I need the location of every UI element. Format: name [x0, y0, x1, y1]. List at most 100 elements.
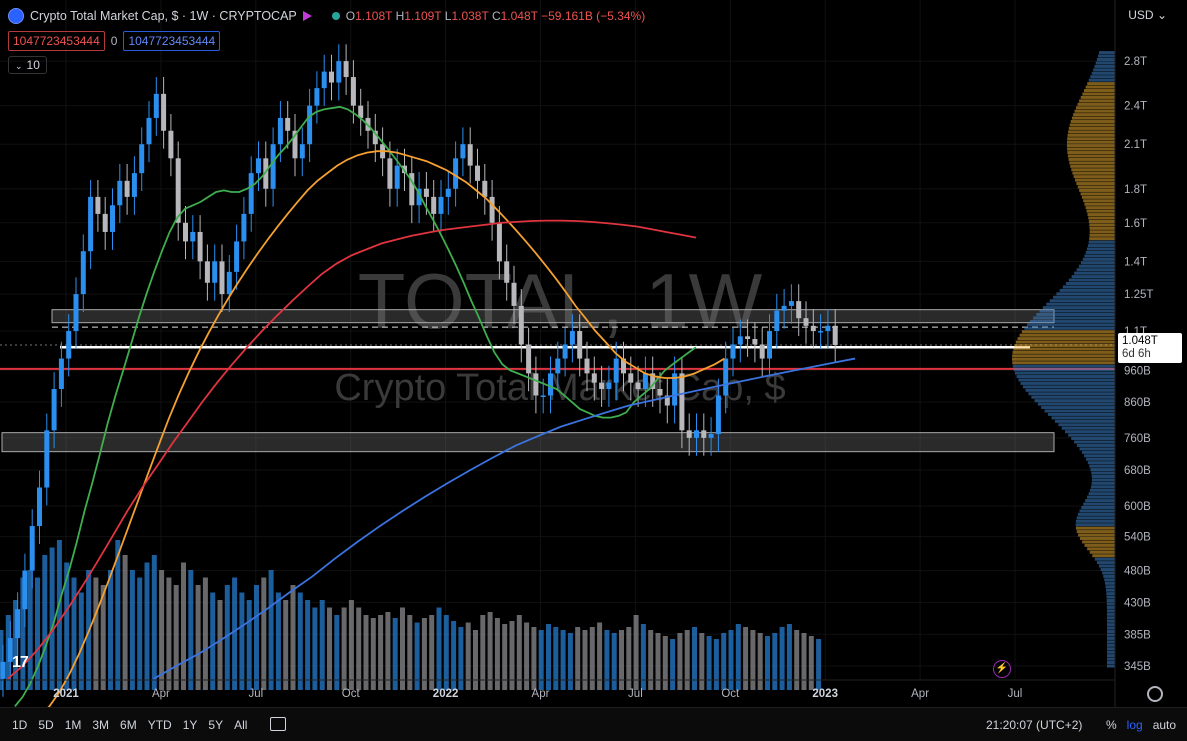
volume-profile-bar [1012, 361, 1115, 365]
candle [445, 188, 451, 197]
candle [387, 158, 393, 189]
lightning-icon[interactable]: ⚡ [993, 660, 1011, 678]
volume-profile-bar [1095, 61, 1115, 65]
scale-percent[interactable]: % [1106, 718, 1117, 732]
scale-auto[interactable]: auto [1152, 718, 1177, 732]
scale-log[interactable]: log [1126, 718, 1143, 732]
candle [168, 130, 174, 159]
candle [394, 165, 400, 189]
x-tick-label: Apr [532, 688, 550, 700]
range-all[interactable]: All [234, 718, 248, 732]
x-tick-label: 2021 [53, 688, 79, 700]
volume-profile-bar [1087, 547, 1115, 551]
volume-profile-bar [1091, 71, 1115, 75]
volume-bar [713, 639, 719, 690]
candle [270, 144, 276, 189]
candle [562, 344, 568, 359]
volume-bar [502, 624, 508, 690]
volume-bar [699, 633, 705, 690]
volume-profile-bar [1087, 461, 1115, 465]
volume-bar [648, 630, 654, 690]
volume-bar [772, 633, 778, 690]
sell-price-box[interactable]: 1047723453444 [8, 31, 105, 51]
gear-icon[interactable] [1147, 686, 1163, 702]
range-3m[interactable]: 3M [92, 718, 110, 732]
volume-bar [239, 592, 245, 690]
range-1d[interactable]: 1D [12, 718, 28, 732]
candle [51, 388, 57, 431]
candle [650, 373, 656, 389]
volume-profile-bar [1096, 561, 1115, 565]
candle [292, 130, 298, 159]
volume-profile-bar [1081, 505, 1115, 509]
tradingview-logo-icon[interactable]: 17 [12, 654, 29, 671]
volume-bar [261, 577, 267, 690]
volume-bar [757, 633, 763, 690]
volume-profile-bar [1089, 233, 1115, 237]
symbol-title[interactable]: Crypto Total Market Cap, $ · 1W · CRYPTO… [30, 9, 297, 23]
volume-profile-bar [1049, 299, 1115, 303]
volume-profile-bar [1067, 137, 1115, 141]
volume-profile-bar [1106, 650, 1115, 654]
volume-bar [407, 615, 413, 690]
x-tick-label: Apr [152, 688, 170, 700]
candle [759, 344, 765, 359]
candle [628, 373, 634, 383]
volume-profile-bar [1088, 216, 1115, 220]
volume-profile-bar [1062, 285, 1115, 289]
volume-bar [202, 577, 208, 690]
volume-bar [589, 627, 595, 690]
candle [708, 434, 714, 438]
volume-bar [670, 639, 676, 690]
candle [343, 61, 349, 78]
indicators-toggle[interactable]: ⌄ 10 [8, 56, 47, 74]
volume-bar [290, 585, 296, 690]
candle [548, 373, 553, 396]
range-1m[interactable]: 1M [64, 718, 82, 732]
volume-profile-bar [1078, 264, 1115, 268]
volume-bar [765, 636, 770, 690]
candle [438, 196, 444, 214]
volume-profile-bar [1074, 109, 1115, 113]
volume-profile-bar [1056, 292, 1115, 296]
range-1y[interactable]: 1Y [182, 718, 198, 732]
time-range-tabs: 1D 5D 1M 3M 6M YTD 1Y 5Y All [12, 718, 247, 732]
candle [467, 144, 473, 166]
range-5d[interactable]: 5D [38, 718, 54, 732]
volume-profile-bar [1094, 64, 1115, 68]
currency-selector[interactable]: USD ⌄ [1128, 8, 1167, 22]
volume-profile-bar [1089, 230, 1115, 234]
volume-bar [392, 618, 398, 690]
volume-bar [816, 639, 822, 690]
volume-profile-bar [1073, 113, 1115, 117]
volume-profile-bar [1077, 185, 1115, 189]
buy-price-box[interactable]: 1047723453444 [123, 31, 221, 51]
candle [44, 430, 50, 488]
y-tick-label: 2.1T [1124, 139, 1147, 151]
volume-profile-bar [1089, 226, 1115, 230]
candle [569, 331, 575, 345]
bottom-toolbar: 1D 5D 1M 3M 6M YTD 1Y 5Y All 21:20:07 (UTC+2) % l… [0, 707, 1187, 741]
calendar-icon[interactable] [270, 717, 286, 731]
volume-profile-bar [1075, 523, 1115, 527]
volume-profile-bar [1068, 130, 1115, 134]
volume-profile-bar [1083, 502, 1115, 506]
volume-profile-bar [1100, 568, 1115, 572]
candle [584, 358, 590, 374]
volume-profile-bar [1079, 509, 1115, 513]
candle [117, 180, 123, 206]
range-ytd[interactable]: YTD [147, 718, 172, 732]
flag-icon[interactable] [302, 11, 312, 21]
volume-bar [604, 630, 610, 690]
volume-bar [662, 636, 668, 690]
candle [533, 373, 539, 396]
volume-profile-bar [1088, 492, 1115, 496]
volume-bar [181, 562, 186, 690]
volume-profile-bar [1091, 481, 1115, 485]
volume-profile-bar [1071, 437, 1115, 441]
volume-bar [210, 592, 216, 690]
volume-profile-bar [1104, 578, 1115, 582]
range-5y[interactable]: 5Y [208, 718, 224, 732]
range-6m[interactable]: 6M [120, 718, 137, 732]
